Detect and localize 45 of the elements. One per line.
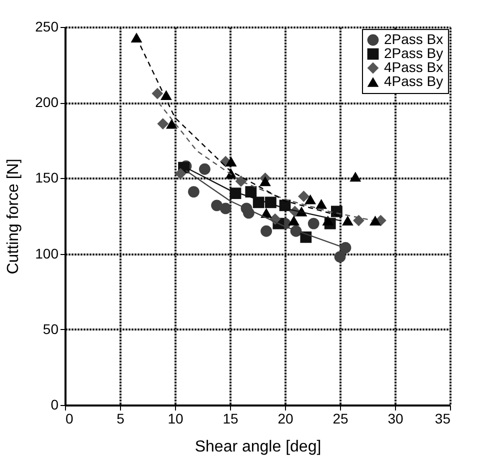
point	[225, 156, 237, 167]
legend-label: 4Pass By	[384, 73, 444, 89]
x-tick-label: 5	[116, 410, 125, 426]
point	[340, 242, 352, 254]
point	[152, 88, 164, 100]
point	[157, 118, 169, 130]
legend-label: 2Pass Bx	[384, 31, 444, 47]
point	[350, 172, 362, 182]
x-tick-label: 30	[388, 410, 404, 426]
point	[220, 202, 232, 214]
y-tick-label: 100	[35, 245, 59, 262]
legend-label: 2Pass By	[384, 45, 444, 61]
point	[160, 90, 172, 100]
x-tick-label: 10	[168, 410, 184, 426]
point	[304, 194, 316, 204]
y-tick-label: 0	[50, 396, 59, 412]
point	[342, 216, 354, 226]
point	[211, 200, 222, 212]
x-tick-label: 20	[278, 410, 294, 426]
point	[322, 216, 334, 226]
point	[188, 186, 200, 198]
point	[166, 118, 178, 129]
point	[298, 190, 310, 202]
x-tick-label: 35	[434, 410, 451, 426]
y-axis-title: Cutting force [N]	[5, 158, 22, 274]
point	[252, 196, 264, 208]
point	[288, 216, 300, 226]
y-tick-label: 150	[35, 170, 59, 186]
point	[334, 251, 346, 263]
y-tick-label: 50	[42, 320, 59, 337]
y-tick-label: 250	[35, 18, 59, 34]
point	[260, 176, 271, 186]
point	[308, 218, 320, 230]
x-tick-label: 25	[332, 410, 348, 426]
point	[174, 168, 186, 180]
point	[199, 163, 210, 175]
point	[260, 225, 272, 237]
x-tick-label: 0	[66, 410, 74, 426]
x-tick-label: 15	[222, 410, 238, 426]
point	[353, 214, 364, 226]
point	[265, 196, 276, 208]
x-axis-title: Shear angle [deg]	[194, 438, 322, 456]
point	[316, 198, 327, 209]
y-tick-label: 200	[35, 94, 59, 110]
point	[370, 216, 381, 226]
